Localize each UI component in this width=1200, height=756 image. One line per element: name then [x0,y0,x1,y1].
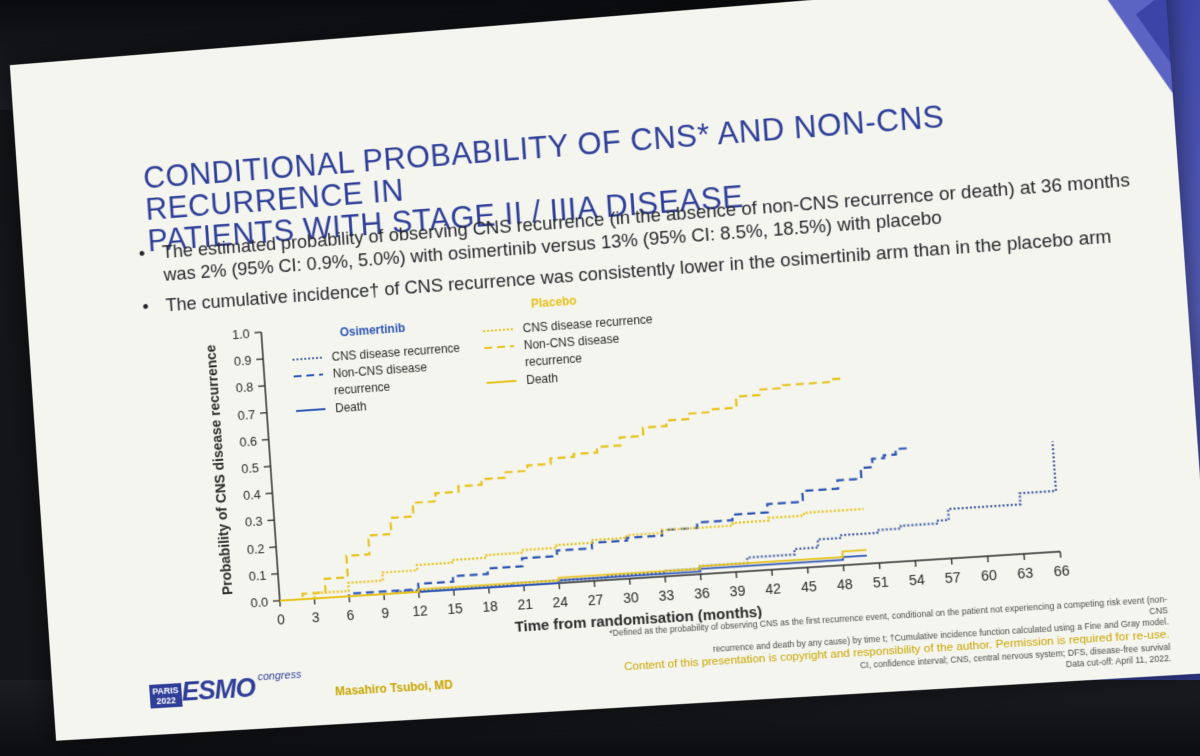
x-tick-label: 15 [447,600,464,617]
legend-swatch [487,381,517,383]
legend-entry-label: Non-CNS disease [523,331,620,352]
legend-group-title: Osimertinib [339,321,405,340]
x-tick-label: 63 [1017,564,1034,581]
y-tick-label: 0.7 [237,406,256,422]
x-tick-label: 42 [765,580,782,597]
legend-entry-label: CNS disease recurrence [331,341,461,364]
y-tick-label: 0.6 [239,433,258,449]
y-tick-label: 0.1 [248,568,267,584]
x-tick-label: 12 [412,602,428,619]
y-tick-label: 1.0 [232,326,251,342]
legend-swatch [293,358,322,360]
legend-swatch [294,374,323,376]
legend-entry-label: CNS disease recurrence [522,312,653,335]
x-tick-label: 6 [346,607,355,623]
corner-decoration [1091,0,1173,99]
legend-swatch [483,329,513,331]
legend-swatch [296,409,325,411]
legend-entry-label: recurrence [525,351,583,369]
x-tick-label: 9 [381,605,390,622]
x-tick-label: 18 [482,598,499,615]
x-tick-label: 21 [517,596,534,613]
y-tick-label: 0.0 [250,594,269,610]
x-tick-label: 36 [694,585,711,602]
x-tick-label: 45 [801,578,818,595]
x-tick-label: 51 [872,573,889,590]
logo-year: 2022 [156,695,177,707]
y-tick-label: 0.8 [235,380,254,396]
x-tick-label: 54 [908,571,925,588]
y-tick-label: 0.3 [244,514,263,530]
x-tick-label: 60 [980,567,997,584]
bullet-symbol: • [141,295,150,317]
presenter-name: Masahiro Tsuboi, MD [334,677,454,699]
y-tick-label: 0.4 [243,487,262,503]
bullet-symbol: • [138,242,146,264]
x-tick-label: 48 [836,576,853,593]
projection-screen: CONDITIONAL PROBABILITY OF CNS* AND NON-… [9,0,1200,741]
x-tick-label: 27 [587,591,604,608]
y-tick-label: 0.9 [233,353,252,369]
logo-mark: ESMO [180,672,257,707]
x-tick-label: 24 [552,593,569,610]
legend-entry-label: recurrence [334,380,392,398]
logo-congress: congress [257,668,302,684]
cumulative-incidence-chart: 0.00.10.20.30.40.50.60.70.80.91.00 3 6 9 12 1… [202,293,1070,635]
legend-group-title: Placebo [530,293,577,310]
legend-entry-label: Death [335,399,367,415]
legend-entry-label: Non-CNS disease [332,360,428,381]
y-axis-label: Probability of CNS disease recurrence [202,344,235,596]
legend-swatch [484,346,514,348]
x-tick-label: 39 [729,582,746,599]
x-tick-label: 0 [277,611,286,627]
esmo-logo: PARIS 2022 ESMO congress [148,667,306,716]
x-tick-label: 57 [944,569,961,586]
x-tick-label: 66 [1053,562,1070,579]
legend-entry-label: Death [526,371,559,387]
x-tick-label: 30 [623,589,640,606]
x-tick-label: 33 [658,587,675,604]
logo-city-badge: PARIS 2022 [149,683,183,709]
y-tick-label: 0.5 [241,460,260,476]
x-tick-label: 3 [311,609,320,625]
y-tick-label: 0.2 [246,541,265,557]
